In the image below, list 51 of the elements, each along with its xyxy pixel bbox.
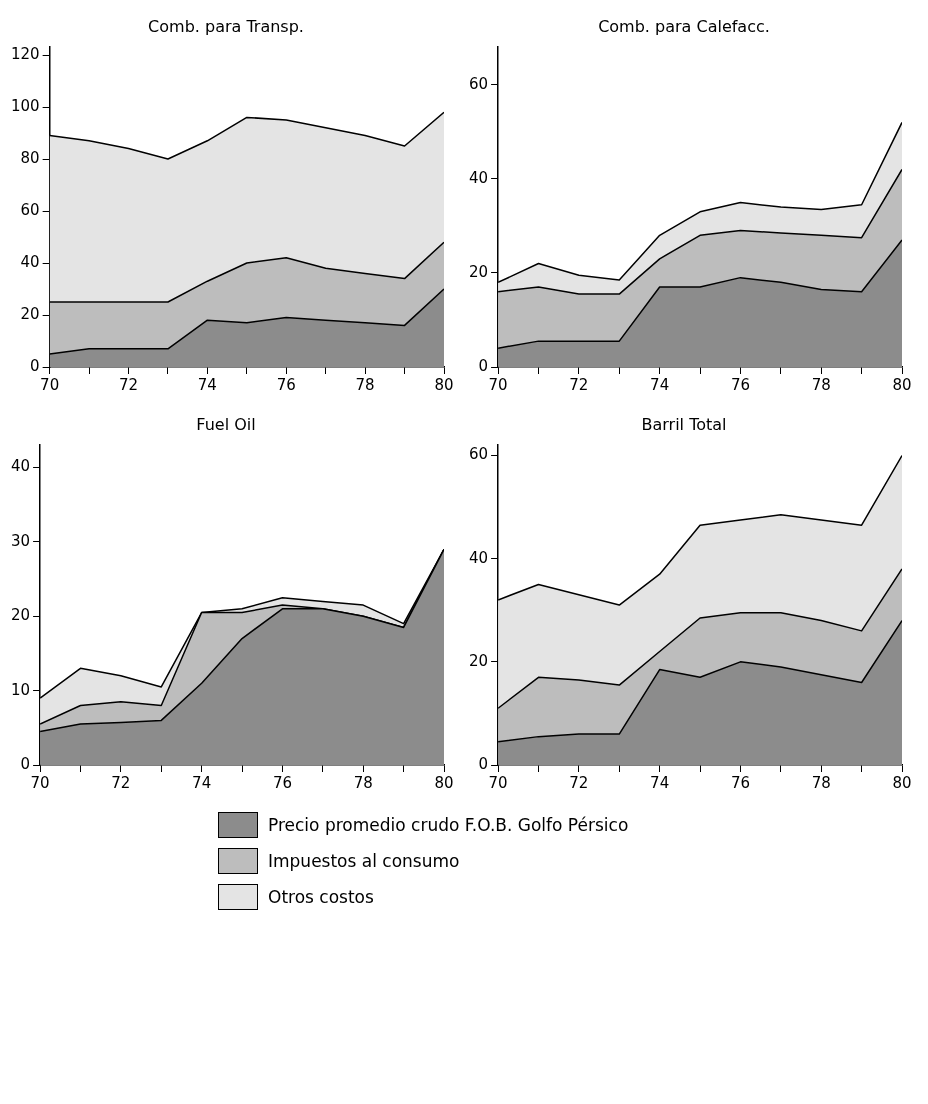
y-tick-label: 40 (20, 252, 40, 271)
chart-title: Comb. para Calefacc. (598, 16, 770, 36)
x-tick-label: 76 (276, 375, 296, 394)
y-tick-label: 40 (468, 168, 489, 187)
x-tick-label: 70 (40, 375, 60, 394)
x-tick-label: 74 (650, 773, 670, 792)
x-tick-label: 70 (488, 375, 508, 394)
x-tick-label: 76 (272, 773, 292, 792)
x-tick-label: 80 (892, 375, 912, 394)
y-tick-label: 0 (478, 356, 489, 375)
x-tick-label: 78 (811, 773, 831, 792)
x-tick-label: 78 (811, 375, 831, 394)
y-tick-label: 20 (10, 606, 31, 625)
x-tick-label: 72 (118, 375, 139, 394)
x-tick-label: 80 (434, 375, 454, 394)
y-tick-label: 40 (10, 457, 31, 476)
x-tick-label: 74 (192, 773, 212, 792)
chart-title: Comb. para Transp. (148, 16, 304, 36)
y-tick-label: 60 (20, 200, 40, 219)
x-tick-label: 72 (569, 375, 589, 394)
y-tick-label: 10 (10, 680, 31, 699)
y-tick-label: 80 (20, 148, 40, 167)
x-tick-label: 76 (730, 375, 750, 394)
legend-label: Otros costos (268, 887, 374, 907)
y-tick-label: 120 (10, 44, 40, 63)
x-tick-label: 74 (197, 375, 217, 394)
chart-title: Fuel Oil (196, 414, 256, 434)
x-tick-label: 70 (488, 773, 508, 792)
y-tick-label: 60 (468, 74, 489, 93)
x-tick-label: 72 (111, 773, 131, 792)
chart-title: Barril Total (641, 414, 727, 434)
y-tick-label: 0 (478, 754, 489, 773)
y-tick-label: 30 (10, 531, 31, 550)
y-tick-label: 0 (30, 356, 40, 375)
y-tick-label: 40 (468, 548, 489, 567)
x-tick-label: 76 (730, 773, 750, 792)
legend-label: Precio promedio crudo F.O.B. Golfo Pérsico (268, 815, 629, 835)
x-tick-label: 74 (650, 375, 670, 394)
x-tick-label: 78 (355, 375, 375, 394)
y-tick-label: 20 (468, 651, 489, 670)
x-tick-label: 78 (353, 773, 373, 792)
y-tick-label: 100 (10, 96, 40, 115)
y-tick-label: 0 (20, 754, 31, 773)
y-tick-label: 60 (468, 445, 489, 464)
x-tick-label: 72 (569, 773, 589, 792)
x-tick-label: 80 (892, 773, 912, 792)
x-tick-label: 80 (434, 773, 454, 792)
y-tick-label: 20 (20, 304, 40, 323)
y-tick-label: 20 (468, 262, 489, 281)
legend-label: Impuestos al consumo (268, 851, 460, 871)
x-tick-label: 70 (30, 773, 50, 792)
